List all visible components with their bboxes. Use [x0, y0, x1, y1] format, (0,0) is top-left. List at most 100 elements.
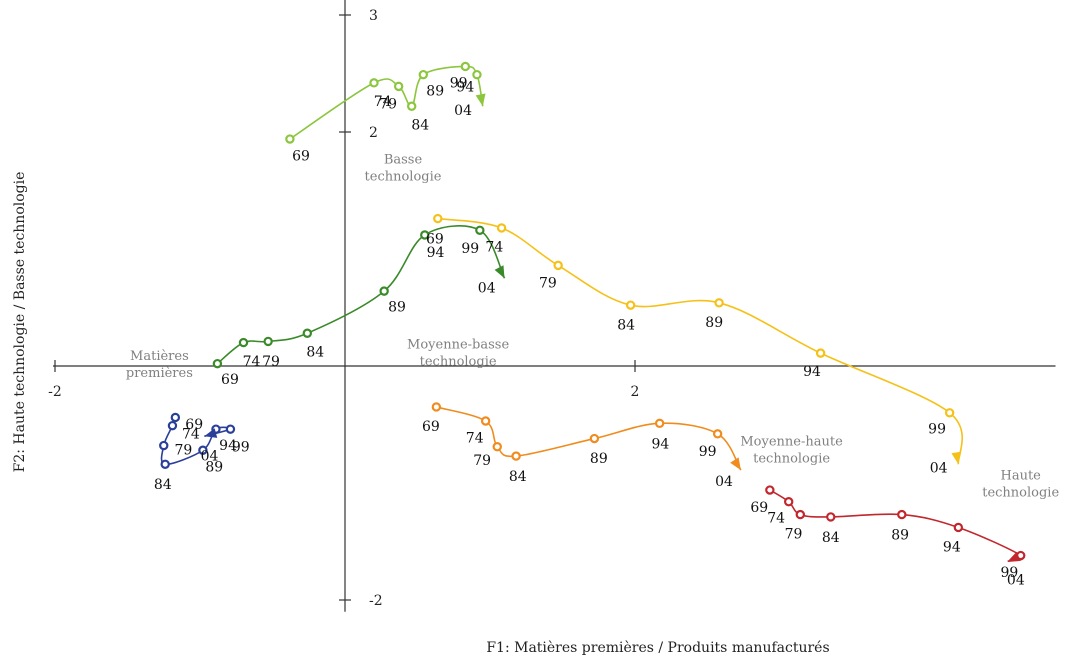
- point-year-label: 04: [454, 103, 472, 119]
- point-year-label: 94: [651, 436, 669, 452]
- point-year-label: 89: [426, 84, 444, 100]
- data-point: [897, 509, 907, 520]
- series-group: [159, 412, 236, 469]
- axes: -2 2 3 2 -2: [48, 0, 1056, 612]
- group-label-line: Moyenne-basse: [407, 337, 509, 352]
- point-year-label: 89: [205, 460, 223, 476]
- group-label-line: technologie: [365, 170, 442, 185]
- data-point: [795, 509, 806, 520]
- point-year-label: 84: [306, 345, 324, 361]
- point-year-label: 79: [785, 526, 803, 542]
- point-year-label: 69: [422, 419, 440, 435]
- series-arrowhead: [204, 428, 218, 438]
- point-year-label: 84: [617, 318, 635, 334]
- group-label-line: technologie: [420, 354, 497, 369]
- data-point: [170, 412, 181, 423]
- point-year-label: 84: [822, 530, 840, 546]
- data-point: [420, 230, 430, 240]
- data-point: [475, 225, 485, 235]
- point-year-label: 74: [182, 426, 200, 442]
- point-year-label: 74: [243, 354, 261, 370]
- point-year-label: 69: [221, 372, 239, 388]
- series-group: [212, 225, 506, 369]
- point-year-label: 89: [388, 299, 406, 315]
- data-point: [953, 522, 964, 533]
- group-label-line: Moyenne-haute: [740, 435, 843, 450]
- point-year-label: 89: [590, 451, 608, 467]
- group-label-line: premières: [126, 366, 193, 381]
- series-group: [765, 485, 1026, 563]
- point-year-label: 99: [1000, 565, 1018, 581]
- point-year-label: 94: [219, 438, 237, 454]
- data-point: [496, 223, 507, 233]
- series-group: [433, 213, 964, 465]
- series-layer: [159, 61, 1026, 563]
- point-year-label: 04: [478, 280, 496, 296]
- data-point: [167, 420, 178, 431]
- y-tick-label: -2: [369, 593, 383, 609]
- group-labels: Basse technologie Moyenne-basse technologie…: [126, 153, 1060, 501]
- data-point: [198, 445, 208, 455]
- point-year-label: 69: [750, 500, 768, 516]
- data-point: [159, 440, 169, 451]
- data-point: [784, 497, 794, 507]
- group-label: Moyenne-basse technologie: [407, 337, 509, 369]
- data-point: [765, 485, 775, 495]
- point-year-label: 79: [539, 276, 557, 292]
- point-year-label: 74: [485, 240, 503, 256]
- group-label-line: technologie: [753, 452, 830, 467]
- point-year-label: 94: [943, 539, 961, 555]
- point-year-label: 94: [456, 79, 474, 95]
- point-year-label: 94: [803, 364, 821, 380]
- y-axis-title: F2: Haute technologie / Basse technologi…: [12, 172, 28, 473]
- point-year-label: 04: [1007, 573, 1025, 589]
- x-tick-label: -2: [48, 384, 62, 400]
- data-point: [393, 81, 404, 92]
- group-label-line: Basse: [384, 153, 423, 168]
- data-point: [553, 260, 563, 271]
- point-year-label: 99: [450, 76, 468, 92]
- series-line: [437, 217, 964, 465]
- point-year-label: 99: [928, 421, 946, 437]
- data-point: [654, 418, 665, 429]
- data-point: [379, 286, 389, 296]
- point-year-label: 89: [705, 315, 723, 331]
- data-point: [815, 348, 826, 358]
- point-year-label: 84: [509, 469, 527, 485]
- group-label: Matières premières: [126, 349, 193, 381]
- group-label: Moyenne-haute technologie: [740, 435, 843, 467]
- point-year-label: 99: [232, 439, 250, 455]
- series-arrowhead: [475, 93, 486, 107]
- data-point: [712, 429, 723, 439]
- group-label: Basse technologie: [365, 153, 442, 185]
- series-arrowhead: [494, 265, 505, 279]
- point-year-label: 69: [185, 417, 203, 433]
- group-label-line: technologie: [982, 485, 1059, 500]
- point-year-label: 99: [461, 241, 479, 257]
- point-year-label: 04: [715, 474, 733, 490]
- point-year-label: 04: [201, 449, 219, 465]
- series-arrowhead: [1007, 551, 1021, 562]
- point-year-label: 94: [427, 245, 445, 261]
- point-year-label: 84: [411, 117, 429, 133]
- data-point: [263, 336, 273, 347]
- data-point: [714, 298, 724, 308]
- series-arrowhead: [951, 451, 962, 465]
- point-year-label: 84: [154, 477, 172, 493]
- point-year-label: 79: [262, 354, 280, 370]
- point-year-label: 79: [473, 453, 491, 469]
- y-tick-label: 2: [369, 125, 378, 141]
- data-point: [826, 512, 836, 522]
- data-point: [212, 358, 223, 369]
- data-point: [238, 337, 249, 348]
- data-point: [285, 134, 295, 144]
- y-tick-label: 3: [369, 8, 378, 24]
- point-year-label: 69: [292, 149, 310, 165]
- series-group: [431, 402, 742, 471]
- group-label-line: Matières: [130, 349, 189, 364]
- data-point: [302, 328, 312, 338]
- x-tick-label: 2: [631, 384, 640, 400]
- data-point: [472, 69, 482, 80]
